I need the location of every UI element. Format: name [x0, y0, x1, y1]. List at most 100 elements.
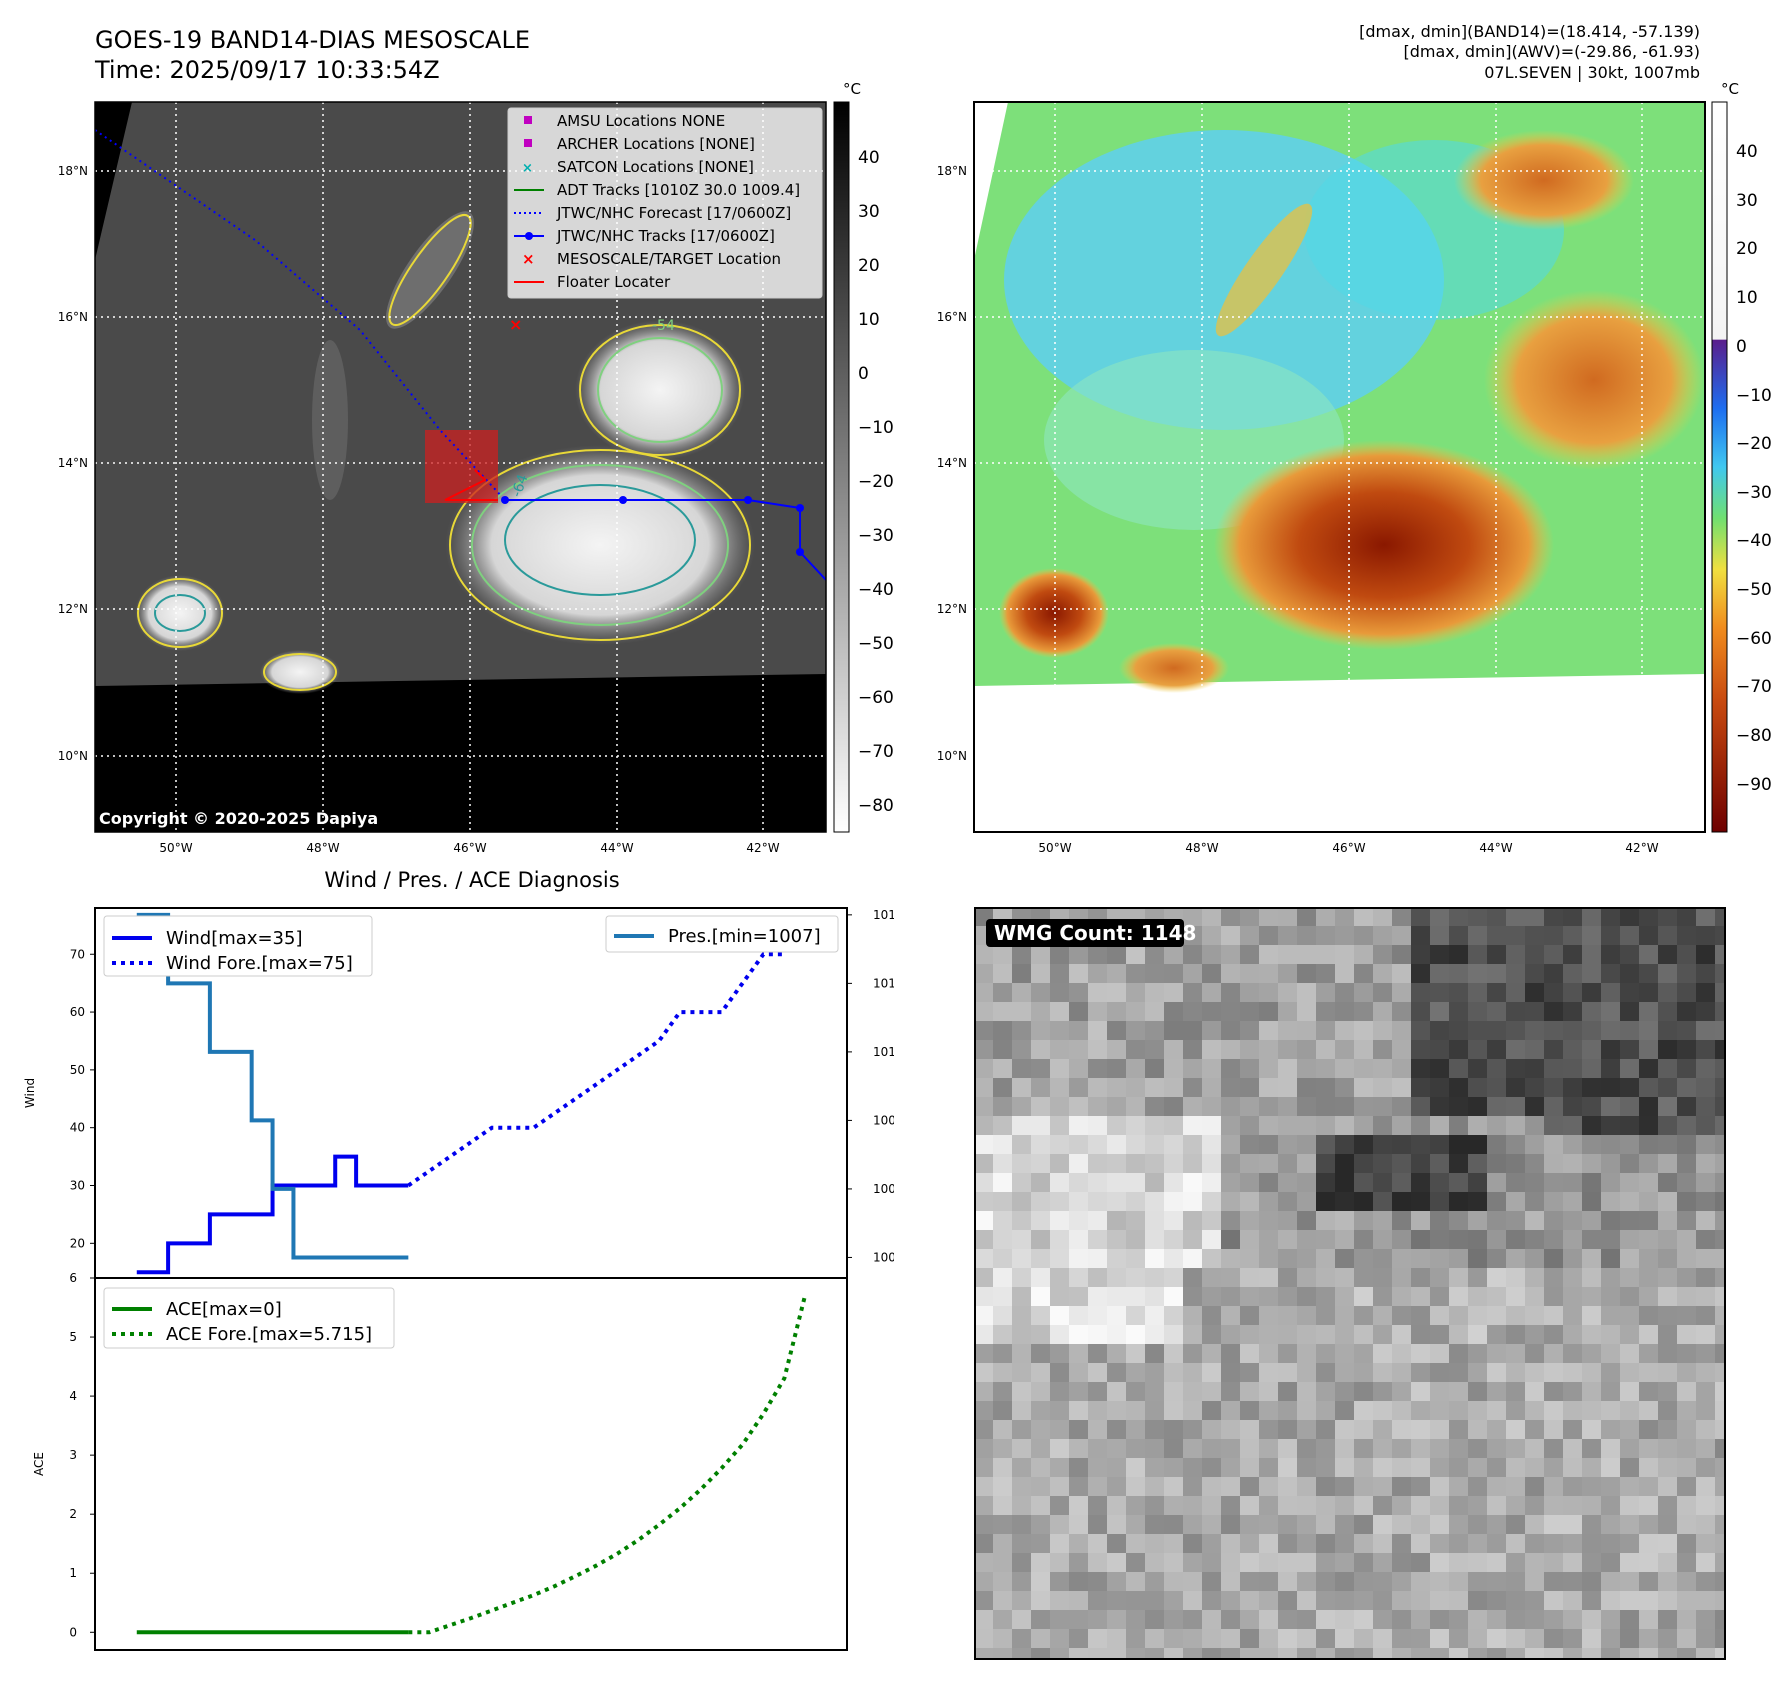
wind-ytick-label: 60 [70, 1005, 85, 1019]
ir-colorbar [833, 101, 850, 833]
pres-legend: Pres.[min=1007] [605, 915, 839, 953]
ace-ytick-label: 4 [69, 1389, 77, 1403]
ir-colorbar-tick: 40 [858, 148, 880, 168]
wind-ytick-label: 40 [70, 1121, 85, 1135]
map-legend: AMSU Locations NONE ARCHER Locations [NO… [507, 107, 823, 299]
diagnosis-panel: Wind / Pres. / ACE Diagnosis 20304050607… [23, 868, 894, 1651]
lon-label: 46°W [1332, 841, 1365, 855]
color-colorbar-tick: −50 [1736, 580, 1772, 600]
stat-band14: [dmax, dmin](BAND14)=(18.414, -57.139) [1359, 22, 1700, 41]
color-colorbar-tick: −90 [1736, 775, 1772, 795]
lon-label: 44°W [1479, 841, 1512, 855]
legend-label: Wind[max=35] [166, 928, 303, 949]
lon-label: 44°W [600, 841, 633, 855]
svg-text:×: × [522, 161, 533, 176]
ir-colorbar-tick: −10 [858, 418, 894, 438]
legend-label: SATCON Locations [NONE] [557, 158, 754, 176]
contour-label-54: -54 [652, 318, 675, 334]
hot-convection [1214, 440, 1554, 650]
color-colorbar-tick: 30 [1736, 191, 1758, 211]
ir-map-panel: -54 -64 × Copyright © [58, 80, 894, 855]
legend-label: Floater Locater [557, 273, 671, 291]
wind-ytick-label: 30 [70, 1179, 85, 1193]
legend-label: ACE[max=0] [166, 1299, 282, 1320]
wind-ytick-label: 50 [70, 1063, 85, 1077]
ir-colorbar-tick: −70 [858, 742, 894, 762]
legend-label: Pres.[min=1007] [668, 926, 821, 947]
legend-label: JTWC/NHC Forecast [17/0600Z] [556, 204, 791, 222]
color-colorbar-tick: −70 [1736, 677, 1772, 697]
svg-text:×: × [522, 250, 535, 268]
pres-ytick-label: 1010 [873, 1045, 894, 1059]
lat-label: 14°N [58, 456, 88, 470]
lat-label: 18°N [937, 164, 967, 178]
ace-ylabel: ACE [32, 1452, 46, 1476]
lon-label: 48°W [306, 841, 339, 855]
ir-colorbar-tick: −20 [858, 472, 894, 492]
lon-label: 42°W [746, 841, 779, 855]
lon-label: 50°W [1038, 841, 1071, 855]
stat-awv: [dmax, dmin](AWV)=(-29.86, -61.93) [1403, 42, 1700, 61]
copyright: Copyright © 2020-2025 Dapiya [99, 809, 378, 828]
color-colorbar-tick: 40 [1736, 142, 1758, 162]
best-track [505, 499, 826, 581]
color-colorbar-tick: −20 [1736, 434, 1772, 454]
lon-label: 50°W [159, 841, 192, 855]
wmg-panel: WMG Count: 1148 [974, 907, 1726, 1660]
lat-label: 12°N [937, 602, 967, 616]
color-colorbar-tick: 20 [1736, 239, 1758, 259]
ace-ytick-label: 1 [69, 1566, 77, 1580]
ir-colorbar-tick: 20 [858, 256, 880, 276]
color-colorbar-tick: −60 [1736, 629, 1772, 649]
main-convection [445, 445, 755, 645]
pres-ytick-label: 1008 [873, 1182, 894, 1196]
series-line-1 [407, 952, 785, 1188]
lon-label: 42°W [1625, 841, 1658, 855]
target-marker: × [509, 315, 522, 334]
ace-ytick-label: 2 [69, 1507, 77, 1521]
legend-label: ACE Fore.[max=5.715] [166, 1324, 372, 1345]
ace-ytick-label: 5 [69, 1330, 77, 1344]
lat-label: 12°N [58, 602, 88, 616]
legend-label: ADT Tracks [1010Z 30.0 1009.4] [557, 181, 800, 199]
storm-info: 07L.SEVEN | 30kt, 1007mb [1484, 63, 1700, 82]
diagnosis-title: Wind / Pres. / ACE Diagnosis [324, 868, 619, 892]
lat-label: 10°N [937, 749, 967, 763]
color-colorbar-tick: 10 [1736, 288, 1758, 308]
ir-colorbar-tick: −50 [858, 634, 894, 654]
figure-time: Time: 2025/09/17 10:33:54Z [95, 56, 440, 84]
ir-colorbar-tick: −40 [858, 580, 894, 600]
wind-ytick-label: 70 [70, 947, 85, 961]
pres-ytick-label: 1009 [873, 1113, 894, 1127]
lon-label: 46°W [453, 841, 486, 855]
lat-label: 10°N [58, 749, 88, 763]
color-map-panel: 18°N 16°N 14°N 12°N 10°N 50°W 48°W 46°W … [937, 80, 1772, 855]
color-colorbar-tick: 0 [1736, 337, 1747, 357]
legend-label: JTWC/NHC Tracks [17/0600Z] [556, 227, 775, 245]
pres-ytick-label: 1007 [873, 1250, 894, 1264]
legend-label: AMSU Locations NONE [557, 112, 725, 130]
ir-colorbar-tick: −30 [858, 526, 894, 546]
ace-legend: ACE[max=0] ACE Fore.[max=5.715] [103, 1287, 395, 1349]
ir-colorbar-tick: −80 [858, 796, 894, 816]
lat-label: 16°N [58, 310, 88, 324]
series-line-0 [136, 1154, 409, 1275]
legend-label: MESOSCALE/TARGET Location [557, 250, 781, 268]
color-colorbar-tick: −40 [1736, 531, 1772, 551]
legend-label: Wind Fore.[max=75] [166, 953, 353, 974]
ace-ytick-label: 6 [69, 1271, 77, 1285]
ir-colorbar-tick: 10 [858, 310, 880, 330]
color-colorbar [1711, 101, 1728, 833]
wmg-count-label: WMG Count: 1148 [994, 921, 1196, 945]
series-line-2 [136, 912, 409, 1260]
wind-legend: Wind[max=35] Wind Fore.[max=75] [103, 915, 373, 977]
wind-ylabel: Wind [23, 1078, 37, 1108]
lon-label: 48°W [1185, 841, 1218, 855]
color-colorbar-tick: −30 [1736, 483, 1772, 503]
forecast-track [95, 129, 506, 501]
ir-colorbar-unit: °C [843, 80, 861, 98]
ace-ytick-label: 0 [69, 1625, 77, 1639]
color-colorbar-unit: °C [1721, 80, 1739, 98]
color-colorbar-tick: −80 [1736, 726, 1772, 746]
